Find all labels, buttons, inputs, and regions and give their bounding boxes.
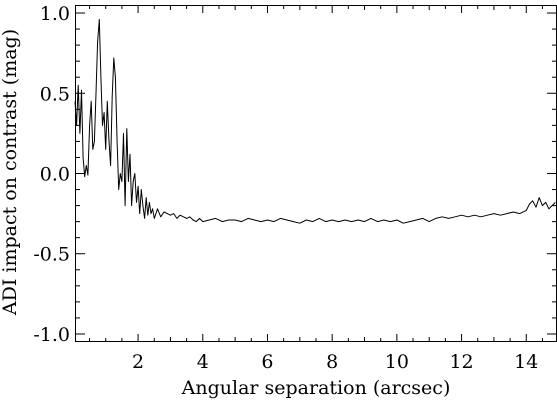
x-axis-title: Angular separation (arcsec) bbox=[181, 377, 451, 399]
y-tick-label: -1.0 bbox=[33, 324, 70, 346]
y-tick-label: -0.5 bbox=[33, 244, 70, 266]
x-axis-ticks: 2 4 6 8 10 12 14 bbox=[89, 5, 543, 373]
plot-frame bbox=[75, 5, 557, 342]
y-axis-ticks: 1.0 0.5 0.0 -0.5 -1.0 bbox=[33, 3, 557, 346]
y-tick-label: 0.5 bbox=[40, 83, 70, 105]
y-axis-title: ADI impact on contrast (mag) bbox=[0, 29, 21, 316]
x-tick-label: 10 bbox=[385, 351, 409, 373]
x-tick-label: 2 bbox=[132, 351, 144, 373]
x-tick-label: 4 bbox=[197, 351, 209, 373]
plot-border bbox=[75, 5, 557, 342]
x-tick-label: 14 bbox=[514, 351, 538, 373]
x-tick-label: 6 bbox=[261, 351, 273, 373]
series-line bbox=[74, 18, 556, 224]
y-tick-label: 1.0 bbox=[40, 3, 70, 25]
y-tick-label: 0.0 bbox=[40, 164, 70, 186]
series-layer bbox=[74, 18, 556, 224]
x-tick-label: 8 bbox=[326, 351, 338, 373]
x-tick-label: 12 bbox=[449, 351, 473, 373]
